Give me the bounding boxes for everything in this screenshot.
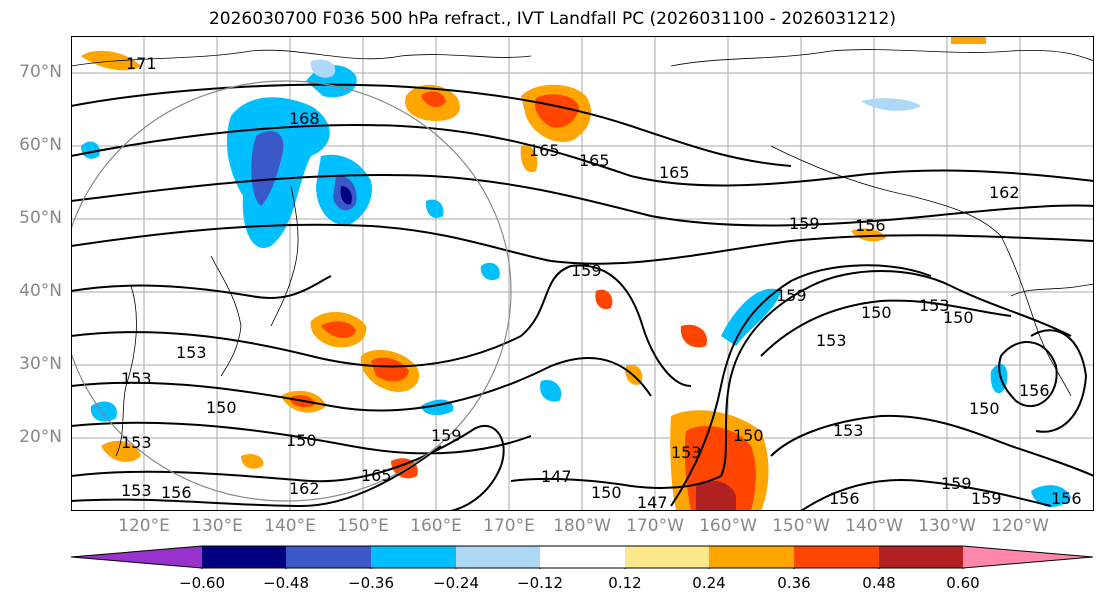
contour-label: 165: [579, 151, 610, 170]
lon-label: 180°W: [553, 516, 611, 536]
contour-label: 162: [289, 479, 320, 498]
contour-label: 159: [941, 474, 972, 493]
lon-label: 170°E: [483, 516, 535, 536]
colorbar-tick-label: 0.60: [946, 574, 980, 592]
contour-label: 156: [829, 489, 860, 508]
contour-label: 150: [943, 308, 974, 327]
contour-label: 150: [969, 399, 1000, 418]
lon-label: 150°E: [337, 516, 389, 536]
map-panel: 171 168 165 165 165 162 159 156 159 159 …: [71, 36, 1094, 511]
lon-label: 140°W: [845, 516, 903, 536]
landfall-region-circle: [71, 80, 512, 502]
colorbar-segment: [625, 546, 709, 568]
contour-label: 153: [919, 296, 950, 315]
colorbar-ticks: [201, 568, 964, 569]
lat-label: 40°N: [19, 281, 62, 301]
lon-label: 130°E: [191, 516, 243, 536]
colorbar-tick-label: −0.36: [348, 574, 394, 592]
contour-label: 171: [126, 54, 157, 73]
colorbar-tick-label: −0.24: [433, 574, 479, 592]
colorbar-tick-label: −0.12: [517, 574, 563, 592]
contour-label: 147: [541, 467, 572, 486]
contour-label: 165: [361, 466, 392, 485]
colorbar-segment: [709, 546, 794, 568]
contour-label: 153: [121, 481, 152, 500]
colorbar-tick-label: −0.60: [179, 574, 225, 592]
colorbar-segment: [71, 546, 202, 568]
colorbar-segment: [286, 546, 371, 568]
colorbar-segment: [963, 546, 1093, 568]
contour-label-group: 171 168 165 165 165 162 159 156 159 159 …: [121, 54, 1082, 511]
contour-label: 159: [431, 426, 462, 445]
contour-label: 153: [833, 421, 864, 440]
lon-label: 140°E: [264, 516, 316, 536]
lat-label: 30°N: [19, 354, 62, 374]
colorbar-segment: [371, 546, 456, 568]
contour-label: 153: [121, 433, 152, 452]
contour-label: 156: [1051, 489, 1082, 508]
contour-label: 156: [161, 483, 192, 502]
contour-label: 150: [206, 398, 237, 417]
lon-label: 150°W: [772, 516, 830, 536]
lon-label: 130°W: [918, 516, 976, 536]
contour-label: 159: [571, 261, 602, 280]
colorbar-tick-label: −0.48: [263, 574, 309, 592]
contour-label: 150: [733, 426, 764, 445]
colorbar-segment: [456, 546, 540, 568]
colorbar: [70, 545, 1094, 569]
contour-label: 159: [776, 286, 807, 305]
lon-label: 160°E: [410, 516, 462, 536]
colorbar-tick-label: 0.24: [692, 574, 726, 592]
contour-label: 162: [989, 183, 1020, 202]
lat-label: 60°N: [19, 135, 62, 155]
contour-label: 153: [121, 369, 152, 388]
contour-label: 150: [286, 431, 317, 450]
colorbar-tick-label: 0.36: [777, 574, 811, 592]
map-title: 2026030700 F036 500 hPa refract., IVT La…: [208, 9, 896, 29]
contour-label: 159: [971, 489, 1002, 508]
colorbar-tick-label: 0.48: [862, 574, 896, 592]
contour-label: 165: [659, 163, 690, 182]
lat-label: 70°N: [19, 62, 62, 82]
contour-label: 156: [1019, 381, 1050, 400]
lon-label: 120°W: [991, 516, 1049, 536]
contour-label: 159: [789, 214, 820, 233]
colorbar-segment: [794, 546, 879, 568]
lon-label: 120°E: [118, 516, 170, 536]
map-canvas: 171 168 165 165 165 162 159 156 159 159 …: [71, 36, 1094, 511]
contour-label: 156: [855, 216, 886, 235]
contour-label: 153: [816, 331, 847, 350]
contour-label: 153: [176, 343, 207, 362]
contour-label: 147: [637, 493, 668, 511]
lat-label: 50°N: [19, 208, 62, 228]
coastlines: [71, 49, 1094, 457]
contour-label: 168: [289, 109, 320, 128]
colorbar-segment: [202, 546, 286, 568]
colorbar-tick-label: 0.12: [608, 574, 642, 592]
contour-label: 153: [671, 443, 702, 462]
lon-label: 170°W: [626, 516, 684, 536]
contour-label: 150: [861, 303, 892, 322]
colorbar-segment: [540, 546, 625, 568]
contour-label: 165: [529, 141, 560, 160]
contour-label: 150: [591, 483, 622, 502]
lat-label: 20°N: [19, 427, 62, 447]
lon-label: 160°W: [699, 516, 757, 536]
colorbar-segment: [879, 546, 963, 568]
